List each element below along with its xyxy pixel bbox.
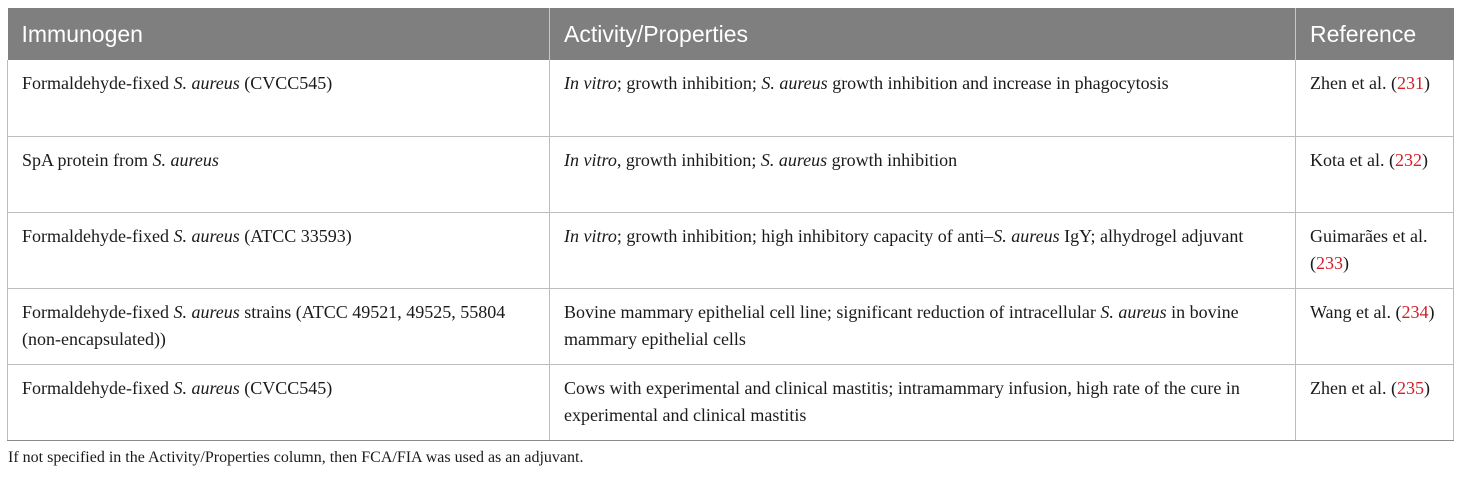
text-segment: growth inhibition and increase in phagoc… [827, 73, 1169, 93]
cell-immunogen: Formaldehyde-fixed S. aureus (CVCC545) [7, 60, 550, 137]
reference-authors: Wang et al. [1310, 301, 1392, 322]
italic-text: S. aureus [1100, 301, 1167, 322]
reference-link[interactable]: 234 [1401, 301, 1429, 322]
cell-activity: In vitro, growth inhibition; S. aureus g… [549, 136, 1296, 213]
italic-text: In vitro [564, 225, 617, 246]
text-segment: ; growth inhibition; [616, 73, 762, 93]
cell-immunogen: SpA protein from S. aureus [7, 136, 550, 213]
reference-link[interactable]: 233 [1316, 252, 1343, 273]
italic-text: In vitro [564, 73, 617, 93]
text-segment: Formaldehyde-fixed [22, 301, 174, 322]
italic-text: S. aureus [173, 377, 240, 398]
cell-activity: Bovine mammary epithelial cell line; sig… [549, 288, 1296, 365]
immunogen-table: Immunogen Activity/Properties Reference … [7, 8, 1454, 441]
header-row: Immunogen Activity/Properties Reference [7, 8, 1454, 60]
cell-activity: In vitro; growth inhibition; S. aureus g… [549, 60, 1296, 137]
table-row: SpA protein from S. aureus In vitro, grow… [7, 136, 1454, 213]
reference-link[interactable]: 231 [1396, 73, 1424, 93]
text-segment: growth inhibition [827, 149, 958, 170]
reference-link[interactable]: 232 [1394, 149, 1422, 170]
italic-text: S. aureus [152, 149, 219, 170]
header-activity: Activity/Properties [549, 8, 1296, 60]
reference-authors: Zhen et al. [1310, 377, 1387, 398]
cell-reference: Wang et al. (234) [1295, 288, 1454, 365]
header-immunogen: Immunogen [7, 8, 550, 60]
table-row: Formaldehyde-fixed S. aureus strains (AT… [7, 288, 1454, 365]
cell-immunogen: Formaldehyde-fixed S. aureus (ATCC 33593… [7, 212, 550, 289]
table-body: Formaldehyde-fixed S. aureus (CVCC545) In… [7, 60, 1454, 441]
italic-text: S. aureus [173, 301, 240, 322]
reference-link[interactable]: 235 [1396, 377, 1424, 398]
text-segment: Formaldehyde-fixed [22, 377, 174, 398]
text-segment: (CVCC545) [239, 73, 333, 93]
header-reference: Reference [1295, 8, 1454, 60]
italic-text: S. aureus [173, 225, 240, 246]
cell-reference: Zhen et al. (235) [1295, 364, 1454, 441]
text-segment: (ATCC 33593) [239, 225, 352, 246]
text-segment: , growth inhibition; [616, 149, 761, 170]
table-row: Formaldehyde-fixed S. aureus (CVCC545) Co… [7, 364, 1454, 441]
text-segment: ; growth inhibition; high inhibitory cap… [616, 225, 994, 246]
italic-text: In vitro [564, 149, 617, 170]
table-header: Immunogen Activity/Properties Reference [7, 8, 1454, 60]
italic-text: S. aureus [760, 149, 828, 170]
text-segment: in bovine mammary epithelial cells [564, 301, 1239, 349]
table-footnote: If not specified in the Activity/Propert… [8, 449, 584, 466]
text-segment: Bovine mammary epithelial cell line; sig… [564, 301, 1101, 322]
text-segment: Cows with experimental and clinical mast… [564, 377, 1240, 425]
text-segment: Formaldehyde-fixed [22, 73, 174, 93]
table-row: Formaldehyde-fixed S. aureus (ATCC 33593… [7, 212, 1454, 289]
cell-activity: Cows with experimental and clinical mast… [549, 364, 1296, 441]
text-segment: (CVCC545) [239, 377, 333, 398]
cell-immunogen: Formaldehyde-fixed S. aureus strains (AT… [7, 288, 550, 365]
text-segment: strains (ATCC 49521, 49525, 55804 (non-e… [22, 301, 506, 349]
data-table-container: Immunogen Activity/Properties Reference … [7, 8, 1454, 441]
cell-reference: Guimarães et al. (233) [1295, 212, 1454, 289]
text-segment: Formaldehyde-fixed [22, 225, 174, 246]
text-segment: SpA protein from [22, 149, 153, 170]
reference-authors: Guimarães et al. [1310, 225, 1428, 246]
table-row: Formaldehyde-fixed S. aureus (CVCC545) In… [7, 60, 1454, 137]
reference-authors: Zhen et al. [1310, 73, 1387, 93]
reference-authors: Kota et al. [1310, 149, 1385, 170]
cell-reference: Zhen et al. (231) [1295, 60, 1454, 137]
cell-activity: In vitro; growth inhibition; high inhibi… [549, 212, 1296, 289]
italic-text: S. aureus [761, 73, 828, 93]
italic-text: S. aureus [173, 73, 240, 93]
cell-immunogen: Formaldehyde-fixed S. aureus (CVCC545) [7, 364, 550, 441]
cell-reference: Kota et al. (232) [1295, 136, 1454, 213]
italic-text: S. aureus [993, 225, 1060, 246]
text-segment: IgY; alhydrogel adjuvant [1059, 225, 1244, 246]
